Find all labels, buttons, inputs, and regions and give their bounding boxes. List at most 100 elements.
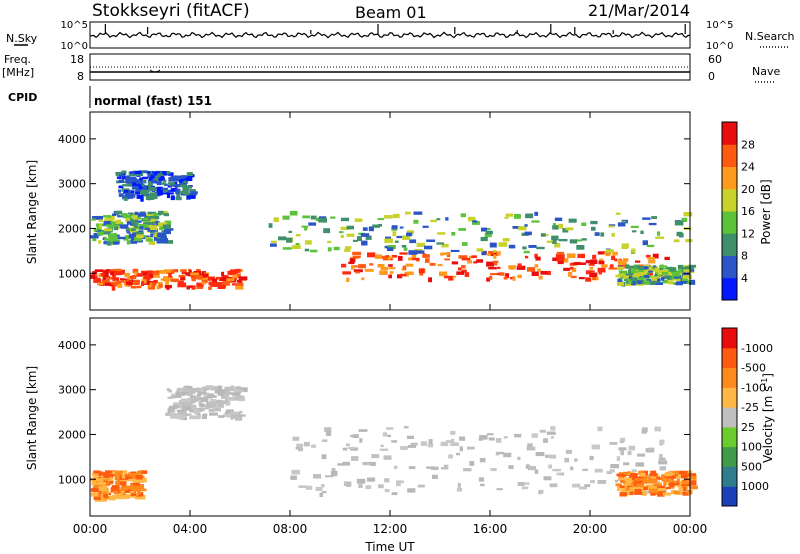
data-cell: [514, 433, 522, 438]
data-cell: [662, 280, 669, 284]
data-cell: [371, 454, 380, 459]
data-cell: [117, 236, 126, 240]
data-cell: [445, 440, 454, 443]
data-cell: [91, 218, 96, 221]
data-cell: [659, 454, 663, 458]
data-cell: [97, 231, 104, 236]
data-cell: [655, 274, 662, 277]
data-cell: [608, 225, 615, 228]
data-cell: [676, 231, 683, 237]
data-cell: [132, 282, 140, 285]
data-cell: [313, 474, 322, 479]
data-cell: [190, 191, 198, 194]
data-cell: [545, 454, 553, 458]
data-cell: [377, 218, 384, 221]
data-cell: [667, 475, 676, 479]
data-cell: [384, 238, 393, 244]
data-cell: [201, 388, 210, 391]
data-cell: [418, 268, 425, 274]
data-cell: [90, 492, 98, 497]
data-cell: [622, 276, 627, 279]
data-cell: [211, 282, 220, 287]
data-cell: [125, 477, 133, 482]
data-cell: [478, 477, 485, 482]
data-cell: [634, 492, 644, 495]
data-cell: [640, 230, 644, 235]
data-cell: [321, 484, 325, 488]
data-cell: [105, 224, 112, 227]
data-cell: [130, 228, 136, 231]
data-cell: [585, 260, 593, 264]
data-cell: [162, 182, 166, 185]
data-cell: [175, 391, 180, 396]
colorbar-tick-label: 16: [741, 205, 755, 218]
data-cell: [112, 274, 116, 278]
data-cell: [528, 245, 537, 248]
data-cell: [159, 227, 163, 230]
data-cell: [660, 269, 668, 273]
data-cell: [282, 247, 292, 250]
data-cell: [142, 179, 146, 183]
data-cell: [558, 239, 568, 242]
data-cell: [630, 268, 635, 273]
data-cell: [145, 195, 155, 200]
data-cell: [126, 221, 132, 225]
data-cell: [490, 468, 497, 472]
data-cell: [343, 481, 352, 486]
data-cell: [512, 276, 516, 281]
data-cell: [318, 217, 327, 223]
station-title: Stokkseyri (fitACF): [92, 1, 250, 21]
data-cell: [384, 215, 393, 219]
nave-right-tick-low: 0: [708, 70, 715, 83]
data-cell: [239, 269, 243, 272]
colorbar-tick-label: 20: [741, 183, 755, 196]
data-cell: [569, 239, 578, 244]
data-cell: [180, 180, 189, 184]
data-cell: [681, 484, 691, 487]
data-cell: [124, 495, 131, 499]
data-cell: [574, 262, 580, 265]
colorbar-tick-label: 4: [741, 272, 748, 285]
data-cell: [169, 405, 178, 410]
data-cell: [556, 472, 563, 476]
colorbar-tick-label: -100: [741, 381, 766, 394]
data-cell: [510, 277, 515, 280]
data-cell: [141, 270, 149, 274]
data-cell: [117, 479, 122, 483]
data-cell: [194, 410, 200, 414]
data-cell: [385, 236, 392, 240]
data-cell: [160, 175, 165, 180]
nave-label: Nave: [752, 65, 780, 78]
data-cell: [164, 240, 174, 244]
data-cell: [502, 238, 510, 242]
data-cell: [689, 268, 695, 272]
data-cell: [634, 489, 642, 493]
data-cell: [153, 279, 158, 284]
data-cell: [408, 466, 416, 470]
data-cell: [217, 401, 222, 407]
data-cell: [178, 184, 187, 188]
data-cell: [113, 490, 119, 494]
data-cell: [182, 387, 189, 391]
data-cell: [655, 236, 665, 239]
data-cell: [476, 248, 484, 252]
data-cell: [457, 483, 461, 488]
data-cell: [677, 484, 681, 488]
data-cell: [135, 188, 143, 192]
data-cell: [228, 388, 236, 392]
data-cell: [366, 477, 376, 482]
data-cell: [124, 473, 129, 477]
data-cell: [201, 282, 206, 285]
data-cell: [108, 496, 116, 501]
data-cell: [616, 282, 624, 286]
data-cell: [346, 225, 354, 230]
data-cell: [322, 491, 327, 494]
data-cell: [689, 282, 696, 285]
data-cell: [590, 270, 595, 273]
data-cell: [648, 222, 657, 226]
data-cell: [440, 441, 449, 447]
data-cell: [494, 263, 498, 266]
freq-dip: [149, 69, 161, 73]
data-cell: [177, 387, 182, 390]
data-cell: [124, 272, 131, 278]
